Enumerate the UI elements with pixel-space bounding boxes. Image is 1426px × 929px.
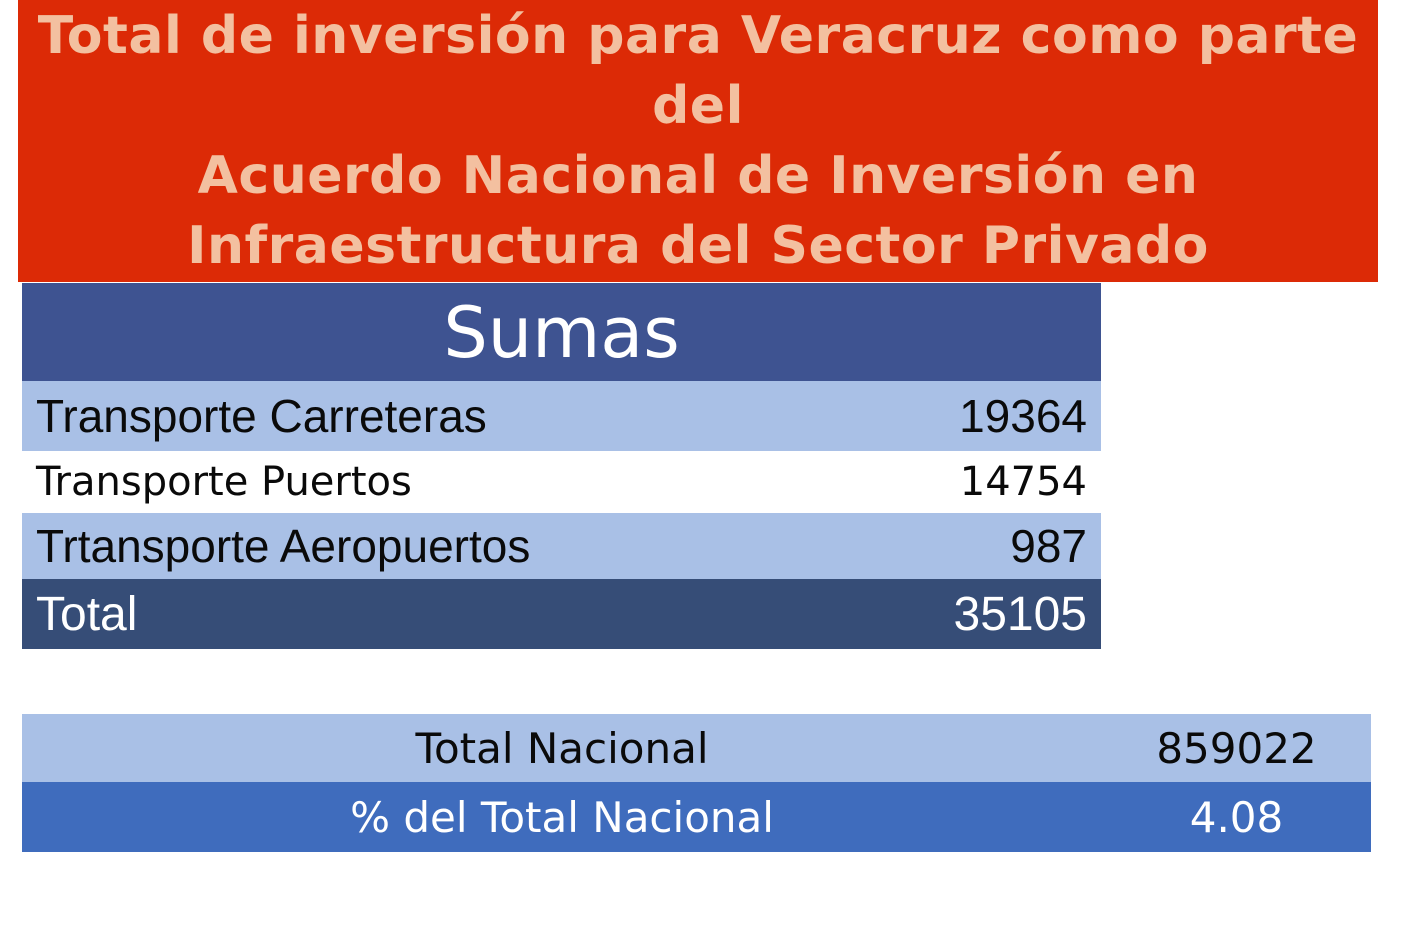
national-percent-value: 4.08: [1189, 792, 1284, 842]
sumas-table: Sumas Transporte Carreteras 19364 Transp…: [22, 283, 1101, 649]
national-total-value: 859022: [1156, 723, 1317, 773]
row-label-puertos: Transporte Puertos: [36, 459, 412, 505]
table-row: Transporte Puertos 14754: [22, 451, 1101, 513]
sumas-header: Sumas: [22, 283, 1101, 381]
title-line-3: Acuerdo Nacional de Inversión en: [197, 146, 1199, 206]
table-row: Transporte Carreteras 19364: [22, 381, 1101, 451]
total-label: Total: [36, 587, 138, 641]
national-table: Total Nacional 859022 % del Total Nacion…: [22, 714, 1371, 852]
row-value-carreteras: 19364: [959, 390, 1087, 442]
title-line-4: Infraestructura del Sector Privado: [187, 216, 1209, 276]
title-line-2: del: [652, 76, 744, 136]
row-label-carreteras: Transporte Carreteras: [36, 390, 487, 442]
title-banner: Total de inversión para Veracruz como pa…: [18, 0, 1378, 282]
national-percent-row: % del Total Nacional 4.08: [22, 782, 1371, 852]
row-value-aeropuertos: 987: [1010, 520, 1087, 572]
national-total-label: Total Nacional: [415, 723, 709, 773]
row-label-aeropuertos: Trtansporte Aeropuertos: [36, 520, 531, 572]
total-value: 35105: [953, 587, 1087, 641]
row-value-puertos: 14754: [959, 459, 1087, 505]
national-percent-label: % del Total Nacional: [350, 792, 774, 842]
total-row: Total 35105: [22, 579, 1101, 649]
title-line-1: Total de inversión para Veracruz como pa…: [37, 6, 1359, 66]
national-total-row: Total Nacional 859022: [22, 714, 1371, 782]
table-row: Trtansporte Aeropuertos 987: [22, 513, 1101, 579]
